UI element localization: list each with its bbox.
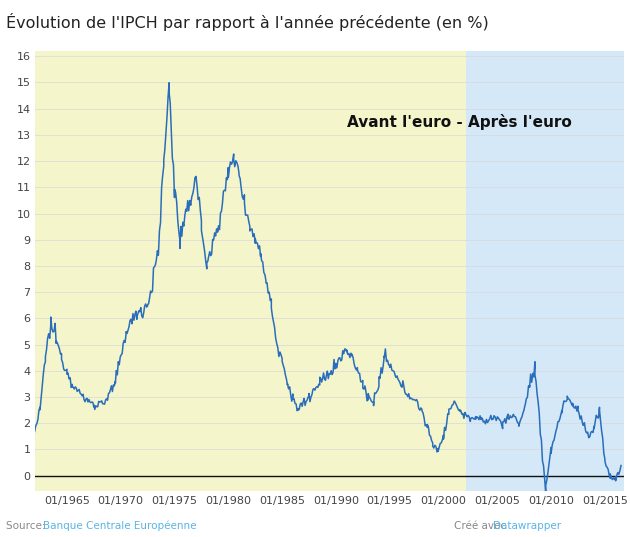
Text: Datawrapper: Datawrapper (493, 520, 561, 531)
Text: Avant l'euro - Après l'euro: Avant l'euro - Après l'euro (347, 114, 572, 130)
Text: Créé avec: Créé avec (454, 520, 509, 531)
Text: Banque Centrale Européenne: Banque Centrale Européenne (43, 520, 197, 531)
Bar (466, 51, 624, 491)
Text: Source:: Source: (6, 520, 49, 531)
Text: Évolution de l'IPCH par rapport à l'année précédente (en %): Évolution de l'IPCH par rapport à l'anné… (6, 13, 489, 32)
Bar (35, 51, 466, 491)
